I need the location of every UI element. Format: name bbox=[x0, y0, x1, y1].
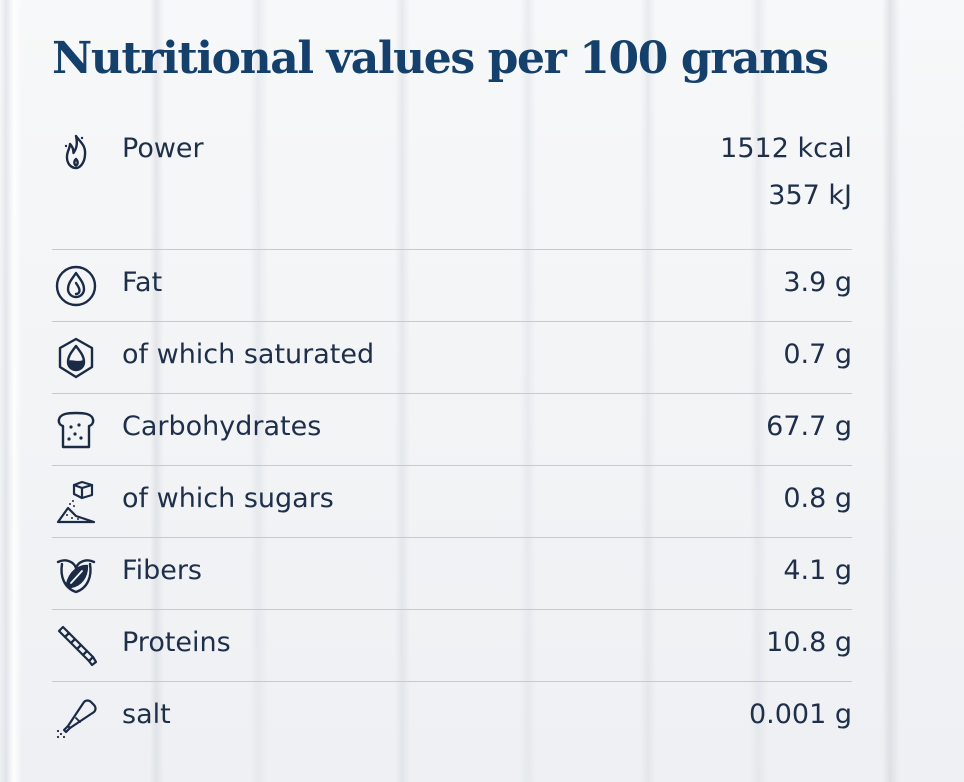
nutrition-row-proteins: Proteins 10.8 g bbox=[52, 610, 852, 682]
nutrient-value-sugars: 0.8 g bbox=[783, 483, 852, 514]
nutrient-value-fat: 3.9 g bbox=[783, 267, 852, 298]
nutrient-label-fat: Fat bbox=[122, 267, 163, 298]
fat-drop-icon bbox=[52, 262, 100, 310]
nutrition-row-salt: salt 0.001 g bbox=[52, 682, 852, 754]
nutrient-label-fibers: Fibers bbox=[122, 555, 202, 586]
sugar-cube-icon bbox=[52, 478, 100, 526]
nutrient-label-saturated: of which saturated bbox=[122, 339, 375, 370]
nutrition-row-carbohydrates: Carbohydrates 67.7 g bbox=[52, 394, 852, 466]
flame-icon bbox=[52, 128, 100, 176]
nutrient-label-proteins: Proteins bbox=[122, 627, 231, 658]
nutrient-value-power-kj: 357 kJ bbox=[768, 180, 852, 211]
nutrition-panel: Nutritional values per 100 grams Power 1… bbox=[52, 28, 852, 754]
nutrition-row-power: Power 1512 kcal 357 kJ bbox=[52, 126, 852, 250]
leaf-icon bbox=[52, 550, 100, 598]
nutrient-values-power: 1512 kcal 357 kJ bbox=[720, 132, 852, 213]
nutrition-row-fibers: Fibers 4.1 g bbox=[52, 538, 852, 610]
nutrient-value-power-kcal: 1512 kcal bbox=[720, 133, 852, 164]
nutrition-row-sugars: of which sugars 0.8 g bbox=[52, 466, 852, 538]
nutrition-table: Power 1512 kcal 357 kJ Fat 3.9 g bbox=[52, 126, 852, 754]
nutrient-value-saturated: 0.7 g bbox=[783, 339, 852, 370]
nutrient-value-carbohydrates: 67.7 g bbox=[766, 411, 852, 442]
nutrient-value-fibers: 4.1 g bbox=[783, 555, 852, 586]
nutrition-row-fat: Fat 3.9 g bbox=[52, 250, 852, 322]
nutrition-row-saturated: of which saturated 0.7 g bbox=[52, 322, 852, 394]
nutrient-value-salt: 0.001 g bbox=[748, 699, 852, 730]
nutrient-label-sugars: of which sugars bbox=[122, 483, 334, 514]
page-title: Nutritional values per 100 grams bbox=[52, 33, 829, 84]
nutrient-label-power: Power bbox=[122, 133, 204, 164]
nutrient-label-carbohydrates: Carbohydrates bbox=[122, 411, 322, 442]
nutrient-value-proteins: 10.8 g bbox=[766, 627, 852, 658]
salt-shaker-icon bbox=[52, 694, 100, 742]
protein-strand-icon bbox=[52, 622, 100, 670]
nutrient-label-salt: salt bbox=[122, 699, 171, 730]
saturated-drop-icon bbox=[52, 334, 100, 382]
bread-icon bbox=[52, 406, 100, 454]
